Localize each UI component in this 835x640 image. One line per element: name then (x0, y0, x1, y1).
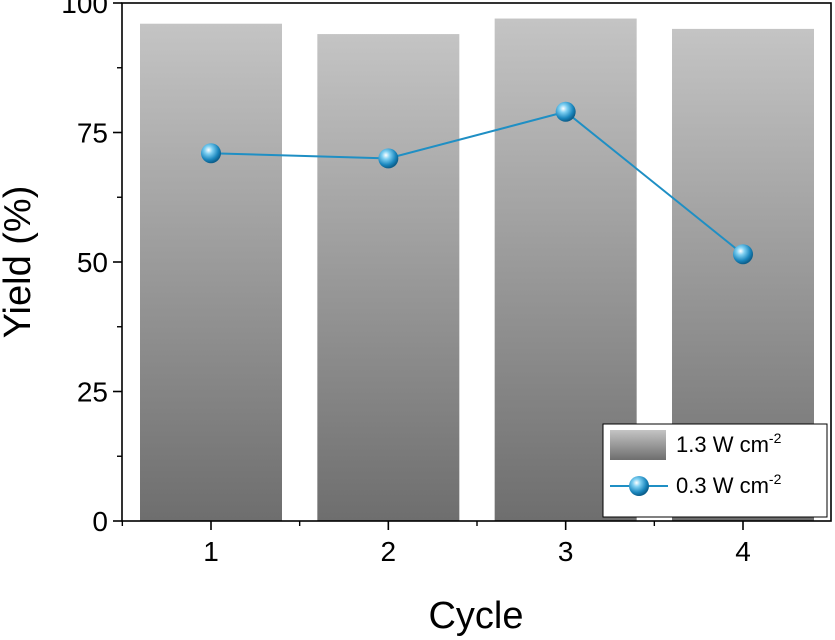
bar-cycle-1 (140, 23, 282, 521)
y-axis-title: Yield (%) (0, 186, 39, 339)
legend-marker-swatch (629, 476, 649, 496)
x-axis: 1 2 3 4 (121, 521, 751, 567)
legend-label-line: 0.3 W cm-2 (676, 471, 782, 498)
legend-label-bar: 1.3 W cm-2 (676, 430, 782, 457)
y-tick-label: 75 (77, 118, 108, 149)
bar-cycle-2 (317, 34, 460, 521)
x-tick-label: 2 (381, 536, 397, 567)
legend-bar-swatch (610, 430, 666, 460)
x-tick-label: 4 (735, 536, 751, 567)
line-point-cycle-4 (733, 244, 753, 265)
legend: 1.3 W cm-2 0.3 W cm-2 (602, 423, 828, 518)
x-axis-title: Cycle (428, 595, 523, 637)
y-tick-label: 0 (92, 506, 108, 537)
line-point-cycle-3 (555, 101, 576, 122)
y-axis: 0 25 50 75 100 (61, 0, 122, 537)
line-series-path (210, 110, 744, 256)
y-tick-label: 100 (61, 0, 108, 19)
line-series-group (201, 101, 753, 265)
x-tick-label: 1 (203, 536, 219, 567)
y-tick-label: 25 (77, 377, 108, 408)
line-point-cycle-2 (378, 148, 399, 169)
line-point-cycle-1 (201, 143, 221, 164)
y-tick-label: 50 (77, 247, 108, 278)
x-tick-label: 3 (558, 536, 574, 567)
